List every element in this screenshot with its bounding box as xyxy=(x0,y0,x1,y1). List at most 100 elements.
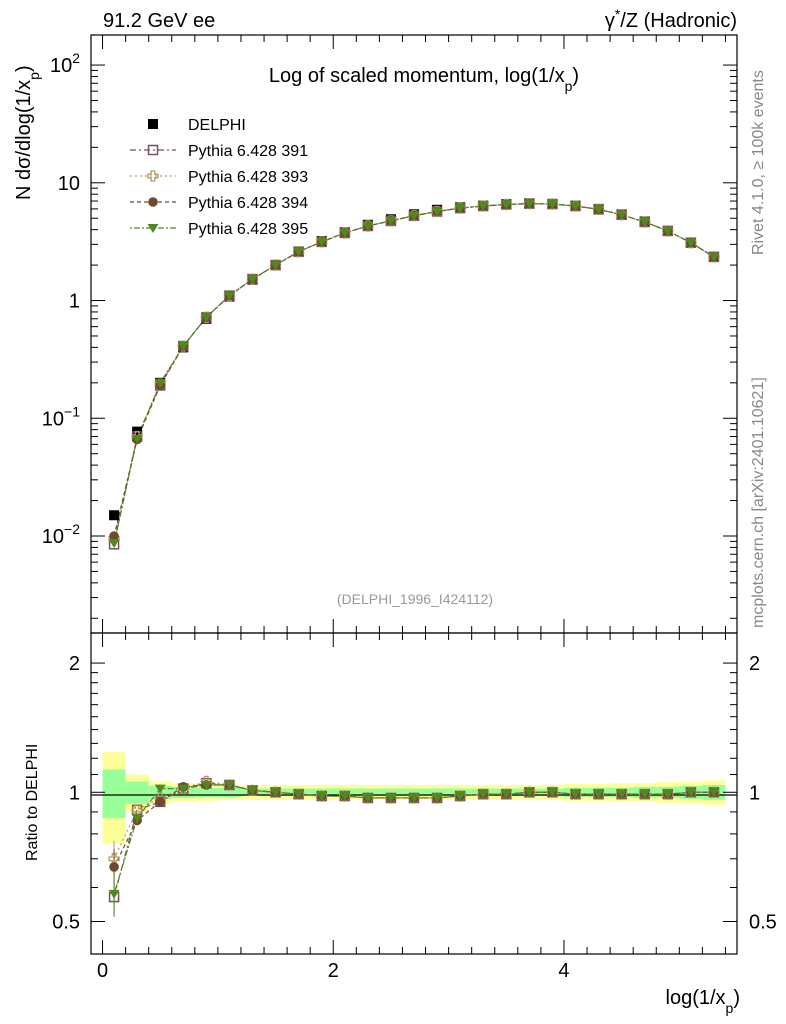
ratio-point xyxy=(662,790,674,800)
data-point xyxy=(685,238,697,248)
ratio-point xyxy=(155,797,166,807)
data-point xyxy=(593,205,605,215)
data-point xyxy=(362,221,374,231)
ratio-point xyxy=(570,790,581,800)
ratio-axis-ticks: 0 2 4 0.5 0.5 1 1 2 2 xyxy=(52,633,777,982)
ratio-point xyxy=(108,889,120,899)
data-point xyxy=(662,226,674,236)
ratio-point xyxy=(131,814,143,824)
legend: DELPHI Pythia 6.428 391 Pythia 6.428 393 Py… xyxy=(130,117,308,238)
data-point xyxy=(109,531,119,541)
legend-label: Pythia 6.428 391 xyxy=(188,143,308,160)
ratio-point xyxy=(177,784,189,794)
y-tick-label-main: 102 xyxy=(50,50,80,77)
data-point xyxy=(570,202,581,212)
header-right: γ*/Z (Hadronic) xyxy=(605,6,737,32)
ratio-point xyxy=(316,792,328,802)
data-point xyxy=(500,200,512,210)
ratio-point xyxy=(685,788,697,798)
x-axis-label: log(1/xp) xyxy=(666,987,741,1016)
ratio-point xyxy=(293,790,305,800)
ratio-band-inner xyxy=(125,781,149,804)
series-line-3 xyxy=(113,203,715,537)
ratio-band-inner xyxy=(194,787,218,798)
ratio-point xyxy=(223,780,235,790)
data-point xyxy=(293,247,305,257)
main-data-layer xyxy=(108,198,720,550)
ratio-data-layer xyxy=(108,775,720,917)
data-point xyxy=(339,228,351,238)
legend-marker xyxy=(147,144,159,156)
data-point xyxy=(316,237,328,247)
ratio-panel: 0 2 4 0.5 0.5 1 1 2 2 Ratio to DELPHI log(1/xp) xyxy=(24,632,777,1016)
data-point xyxy=(408,211,420,221)
data-point xyxy=(109,510,120,521)
data-point xyxy=(200,313,212,323)
ratio-point xyxy=(270,788,282,798)
main-panel: 10−2 10−1 1 10 102 Log of scaled momentum, l… xyxy=(13,34,738,634)
series-line-1 xyxy=(113,203,715,545)
ratio-line-3 xyxy=(113,784,714,895)
data-point xyxy=(708,252,720,262)
ratio-point xyxy=(477,790,489,800)
x-tick-label: 0 xyxy=(97,960,108,982)
main-title: Log of scaled momentum, log(1/xp) xyxy=(269,65,579,94)
legend-label: DELPHI xyxy=(188,117,246,134)
y-tick-label-main: 10 xyxy=(58,173,80,195)
legend-marker xyxy=(148,119,158,129)
y-tick-label-ratio: 1 xyxy=(69,782,80,804)
y-tick-label-ratio-right: 0.5 xyxy=(749,911,777,933)
main-axis-ticks: 10−2 10−1 1 10 102 xyxy=(42,35,737,633)
ratio-point xyxy=(385,793,397,803)
data-point xyxy=(270,261,282,271)
ratio-point xyxy=(546,788,558,798)
data-point xyxy=(523,199,535,209)
ratio-point xyxy=(339,792,351,802)
data-point xyxy=(385,216,397,226)
ratio-point xyxy=(616,790,628,800)
ratio-point xyxy=(639,790,651,800)
y-tick-label-ratio: 0.5 xyxy=(52,911,80,933)
ratio-point xyxy=(431,793,443,803)
data-point xyxy=(177,342,189,352)
ratio-point xyxy=(593,790,605,800)
data-point xyxy=(616,210,628,220)
x-tick-label: 2 xyxy=(328,960,339,982)
y-tick-label-ratio-right: 1 xyxy=(749,782,760,804)
y-tick-label-main: 10−1 xyxy=(42,403,80,430)
data-point xyxy=(639,217,651,227)
ratio-point xyxy=(362,793,374,803)
y-tick-label-main: 10−2 xyxy=(42,521,80,548)
data-point xyxy=(454,204,466,214)
ratio-band-inner xyxy=(102,769,126,819)
ratio-point xyxy=(523,788,535,798)
data-point xyxy=(431,207,443,217)
ratio-point xyxy=(454,792,466,802)
legend-marker xyxy=(148,197,158,207)
data-point xyxy=(131,434,143,444)
header-left: 91.2 GeV ee xyxy=(103,10,215,32)
legend-label: Pythia 6.428 395 xyxy=(188,221,308,238)
legend-label: Pythia 6.428 393 xyxy=(188,169,308,186)
legend-marker xyxy=(147,170,159,182)
y-tick-label-main: 1 xyxy=(69,291,80,313)
ratio-line-1 xyxy=(113,780,714,860)
mcplots-text: mcplots.cern.ch [arXiv:2401.10621] xyxy=(750,377,767,628)
legend-label: Pythia 6.428 394 xyxy=(188,195,308,212)
ratio-point xyxy=(154,784,166,794)
ratio-point xyxy=(247,786,258,796)
data-point xyxy=(154,378,166,388)
data-point xyxy=(223,291,235,301)
rivet-version-text: Rivet 4.1.0, ≥ 100k events xyxy=(750,70,767,255)
x-tick-label: 4 xyxy=(558,960,569,982)
series-line-2 xyxy=(113,203,715,539)
main-y-axis-label: N dσ/dlog(1/xp) xyxy=(13,65,42,200)
y-tick-label-ratio-right: 2 xyxy=(749,653,760,675)
ratio-y-axis-label: Ratio to DELPHI xyxy=(24,744,41,861)
ratio-point xyxy=(109,862,119,872)
ratio-frame xyxy=(90,632,738,955)
ratio-point xyxy=(708,788,720,798)
ratio-point xyxy=(500,790,512,800)
ratio-band-inner xyxy=(217,787,241,798)
